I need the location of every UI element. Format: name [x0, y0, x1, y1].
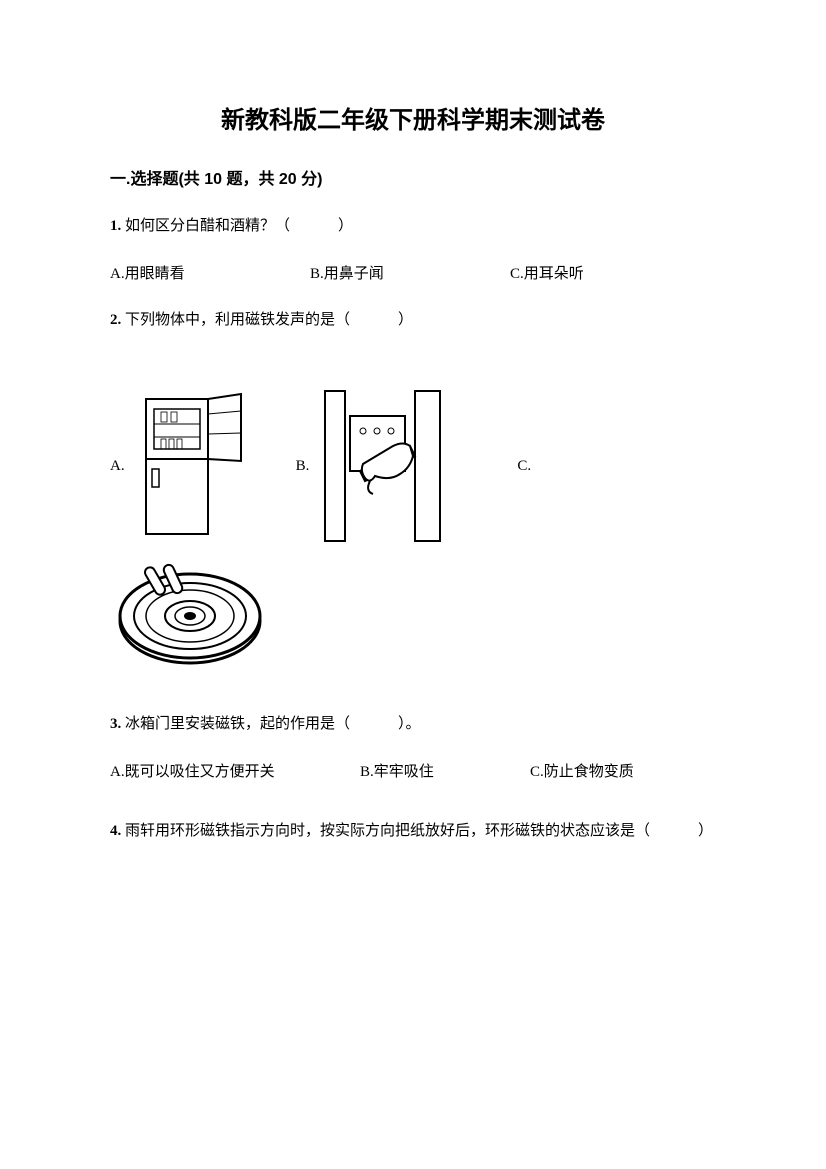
q1-text: 如何区分白醋和酒精？（: [125, 218, 290, 234]
q3-option-c: C.防止食物变质: [530, 760, 716, 781]
q3-options: A.既可以吸住又方便开关 B.牢牢吸住 C.防止食物变质: [110, 760, 716, 781]
q4-text: 雨轩用环形磁铁指示方向时，按实际方向把纸放好后，环形磁铁的状态应该是（: [125, 823, 650, 839]
q1-option-a: A.用眼睛看: [110, 262, 310, 283]
q2-label-c: C.: [517, 458, 531, 475]
q2-text: 下列物体中，利用磁铁发声的是（: [125, 312, 350, 328]
question-3: 3. 冰箱门里安装磁铁，起的作用是（ ）。: [110, 711, 716, 738]
q1-text-end: ）: [338, 218, 353, 234]
question-1: 1. 如何区分白醋和酒精？（ ）: [110, 213, 716, 240]
fridge-icon: [131, 389, 256, 544]
q3-num: 3.: [110, 716, 121, 732]
q1-num: 1.: [110, 218, 121, 234]
q1-option-b: B.用鼻子闻: [310, 262, 510, 283]
q2-num: 2.: [110, 312, 121, 328]
card-reader-icon: [315, 386, 445, 546]
q1-option-c: C.用耳朵听: [510, 262, 716, 283]
q3-option-b: B.牢牢吸住: [360, 760, 530, 781]
q3-text-end: ）。: [398, 716, 421, 732]
page-title: 新教科版二年级下册科学期末测试卷: [110, 100, 716, 135]
q4-text-end: ）: [698, 823, 713, 839]
question-2: 2. 下列物体中，利用磁铁发声的是（ ）: [110, 307, 716, 334]
q2-label-a: A.: [110, 458, 125, 475]
q2-label-b: B.: [296, 458, 310, 475]
q2-text-end: ）: [398, 312, 413, 328]
speaker-container: [110, 556, 716, 681]
q3-option-a: A.既可以吸住又方便开关: [110, 760, 360, 781]
question-4: 4. 雨轩用环形磁铁指示方向时，按实际方向把纸放好后，环形磁铁的状态应该是（ ）: [110, 809, 716, 854]
speaker-icon: [110, 556, 270, 676]
q1-options: A.用眼睛看 B.用鼻子闻 C.用耳朵听: [110, 262, 716, 283]
section-header: 一.选择题(共 10 题，共 20 分): [110, 165, 716, 189]
q2-image-options: A. B. C.: [110, 356, 716, 546]
q3-text: 冰箱门里安装磁铁，起的作用是（: [125, 716, 350, 732]
q4-num: 4.: [110, 823, 121, 839]
